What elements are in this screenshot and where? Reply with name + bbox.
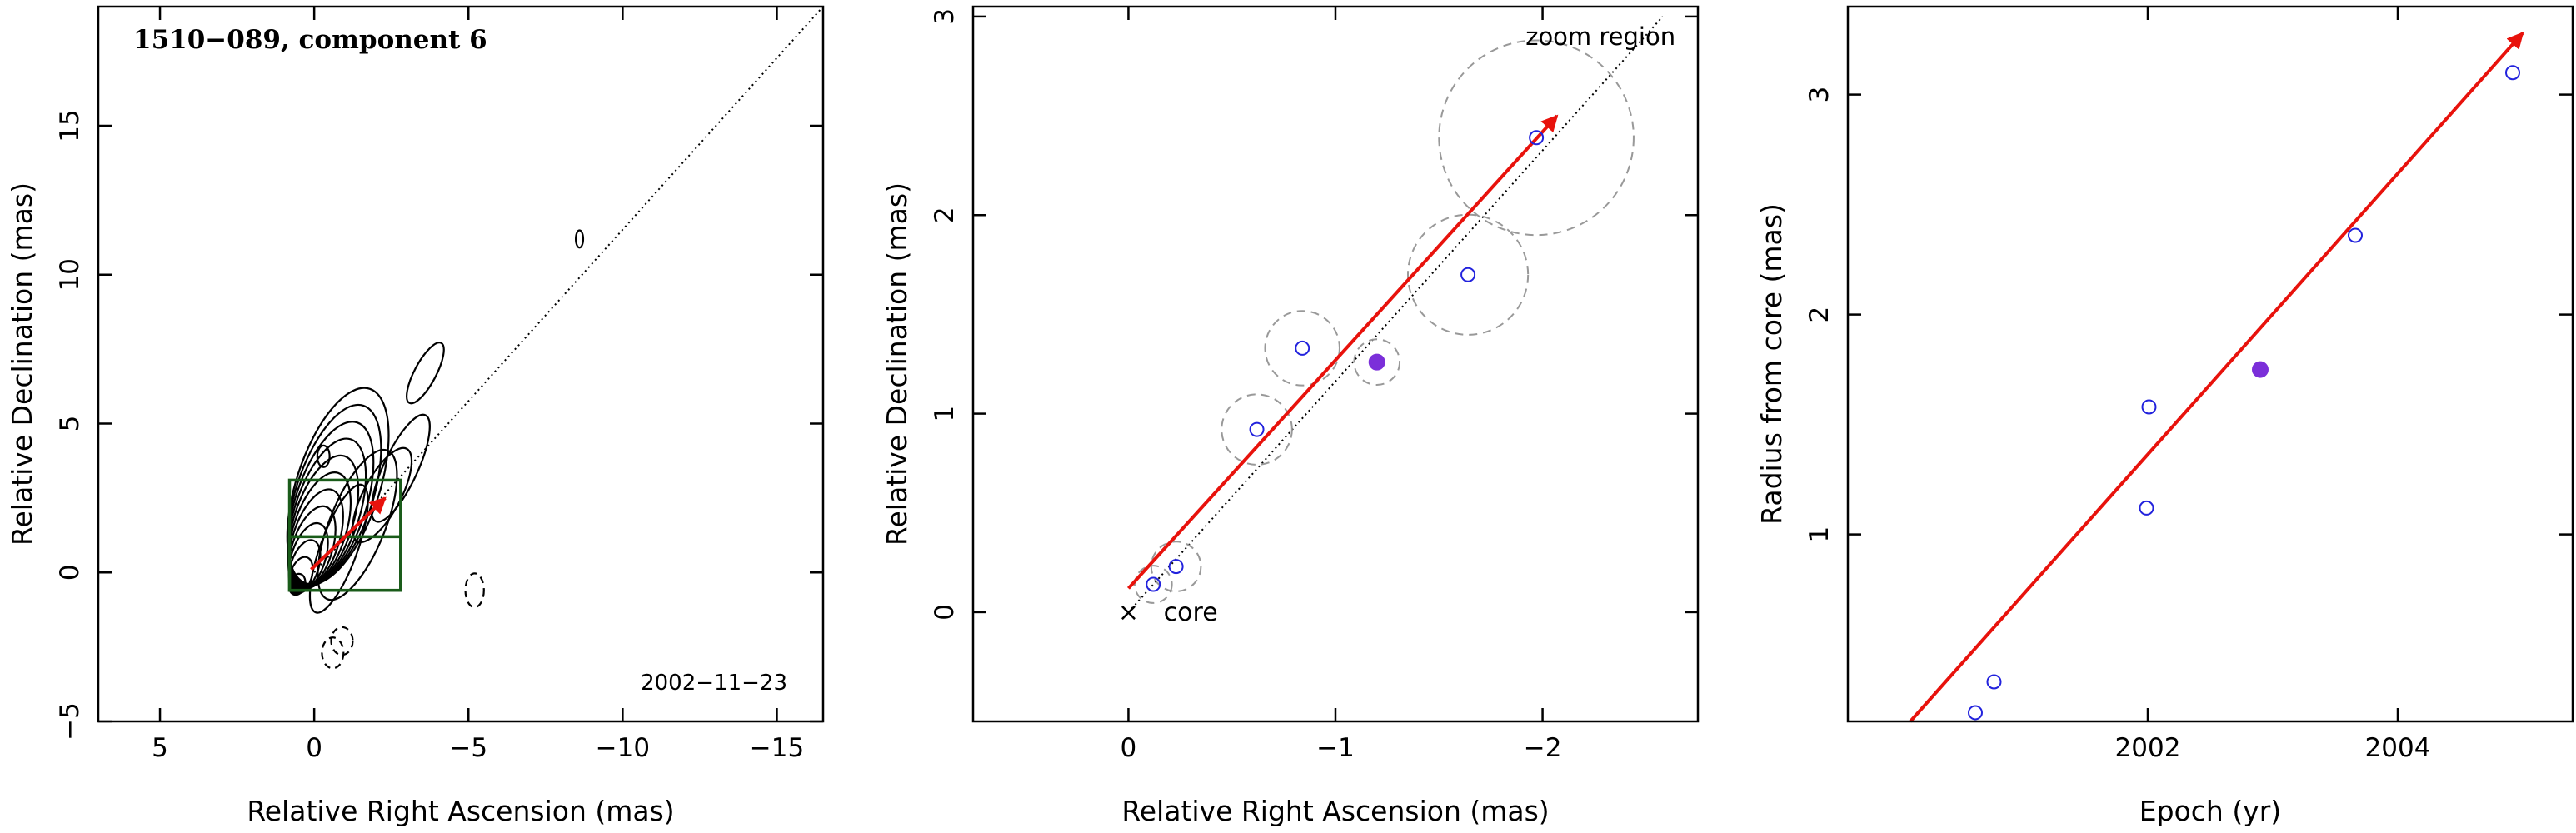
data-point: [2348, 227, 2363, 243]
panel-3-x-tick-label: 2002: [2115, 733, 2181, 763]
panel-1-x-tick-label: −15: [750, 733, 804, 763]
panel-1-y-tick-label: 5: [55, 416, 85, 432]
panel-1-x-tick-label: −5: [449, 733, 487, 763]
panel-2-x-axis-label: Relative Right Ascension (mas): [1121, 795, 1549, 827]
zoom-region-label: zoom region: [1525, 22, 1675, 51]
panel-3-marks: 2002 2004 1 2 3: [1805, 7, 2573, 763]
panel-2-y-tick-label: 1: [930, 406, 960, 422]
panel-1-marks: 5 0 −5 −10 −15 −5 0 5 10 15: [55, 6, 824, 763]
contour-level: [317, 448, 398, 601]
negative-contour: [464, 572, 485, 609]
data-point-filled: [1368, 353, 1385, 371]
panel-1-x-tick-label: −10: [596, 733, 650, 763]
data-point: [2139, 500, 2154, 516]
panel-zoom-region: 0 −1 −2 0 1 2 3 zoom region × core Relative Ri…: [881, 5, 1700, 827]
data-point: [1146, 576, 1161, 592]
panel-1-title: 1510−089, component 6: [133, 25, 487, 55]
data-point: [2141, 399, 2157, 415]
error-circle: [1353, 338, 1401, 386]
motion-arrow: [1126, 114, 1559, 590]
data-point: [1968, 705, 1983, 721]
panel-contour-map: 5 0 −5 −10 −15 −5 0 5 10 15 1510−089, component 6…: [6, 5, 825, 827]
data-point-filled: [2252, 361, 2269, 378]
panel-2-x-tick-label: 0: [1121, 733, 1137, 763]
panel-2-marks: 0 −1 −2 0 1 2 3: [930, 7, 1698, 763]
direction-line: [313, 6, 824, 573]
panel-1-y-tick-label: 0: [55, 564, 85, 581]
data-point: [1986, 674, 2002, 690]
core-label: core: [1164, 598, 1218, 627]
panel-1-y-tick-label: 10: [55, 258, 85, 291]
panel-1-epoch-annotation: 2002−11−23: [641, 671, 787, 696]
error-circle: [1438, 39, 1635, 237]
panel-1-x-tick-label: 0: [306, 733, 322, 763]
fit-arrow: [1909, 32, 2524, 723]
error-circle: [1150, 541, 1202, 592]
panel-2-y-axis-label: Relative Declination (mas): [881, 182, 913, 546]
contour-level: [352, 446, 413, 543]
data-point: [1460, 267, 1476, 282]
error-circle: [1264, 310, 1340, 387]
contour-level: [287, 421, 375, 587]
error-circle: [1221, 393, 1293, 466]
panel-3-y-tick-label: 2: [1805, 307, 1835, 323]
panel-1-x-axis-label: Relative Right Ascension (mas): [247, 795, 674, 827]
panel-2-y-tick-label: 2: [930, 207, 960, 223]
panel-2-x-tick-label: −1: [1316, 733, 1355, 763]
motion-arrow: [310, 496, 387, 571]
data-point: [1295, 340, 1310, 356]
negative-contour: [321, 636, 345, 670]
panel-1-y-tick-label: −5: [55, 702, 85, 741]
panel-3-y-axis-label: Radius from core (mas): [1755, 203, 1788, 525]
panel-2-y-tick-label: 3: [930, 8, 960, 25]
panel-1-frame: [97, 5, 825, 723]
direction-line: [1127, 16, 1664, 613]
panel-3-x-tick-label: 2004: [2365, 733, 2431, 763]
panel-3-frame: [1846, 5, 2574, 723]
contour-level: [406, 342, 445, 405]
error-circle: [1407, 213, 1530, 336]
panel-2-y-tick-label: 0: [930, 604, 960, 621]
panel-3-y-tick-label: 1: [1805, 526, 1835, 543]
panel-1-y-axis-label: Relative Declination (mas): [6, 182, 38, 546]
negative-contour: [330, 626, 354, 656]
data-point: [1168, 559, 1184, 575]
data-point: [2505, 65, 2520, 81]
contour-level: [574, 229, 585, 249]
error-circle: [1133, 565, 1173, 604]
panel-radius-vs-epoch: 2002 2004 1 2 3 Epoch (yr) Radius from core …: [1755, 5, 2574, 827]
panel-2-x-tick-label: −2: [1524, 733, 1562, 763]
contour-level: [316, 444, 331, 468]
panel-1-y-tick-label: 15: [55, 109, 85, 142]
data-point: [1529, 130, 1545, 146]
core-marker: ×: [1118, 598, 1139, 627]
contour-level: [370, 413, 431, 523]
panel-3-x-axis-label: Epoch (yr): [2139, 795, 2281, 827]
data-point: [1249, 421, 1265, 437]
panel-2-frame: [971, 5, 1700, 723]
panel-1-x-tick-label: 5: [152, 733, 168, 763]
panel-3-y-tick-label: 3: [1805, 87, 1835, 103]
